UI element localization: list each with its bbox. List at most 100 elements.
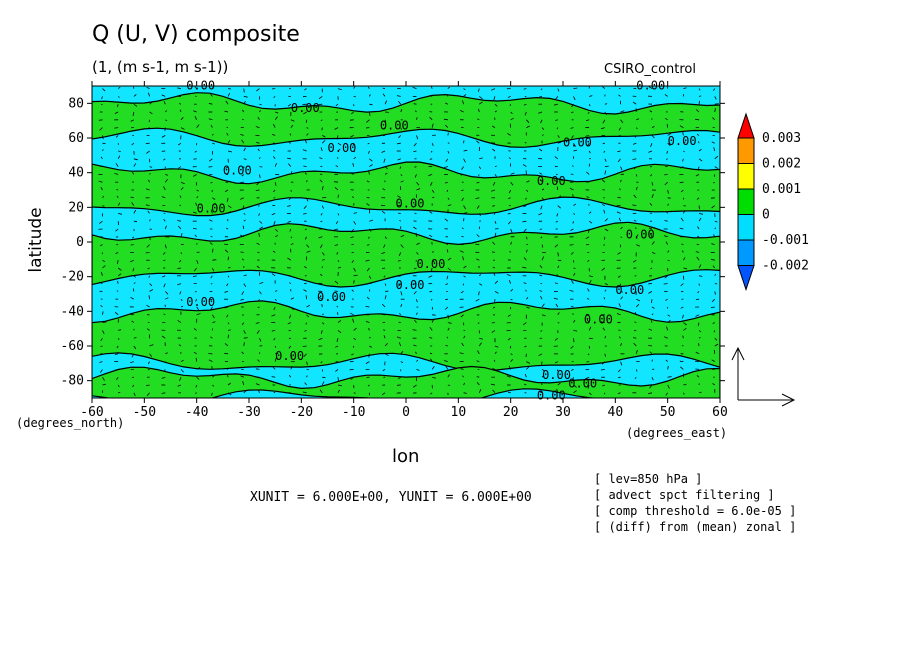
contour-label: 0.00 [291,101,320,115]
vector-arrow [620,166,623,171]
vector-arrow [697,235,700,238]
x-tick-label: 60 [712,405,728,420]
vector-arrow [510,298,513,301]
vector-arrow [335,345,339,348]
vector-arrow [133,337,137,339]
vector-arrow [287,157,291,160]
vector-arrow [304,236,307,240]
vector-arrow [117,155,121,159]
vector-arrow [525,236,528,240]
vector-arrow [713,181,715,184]
vector-arrow [400,127,402,130]
vector-arrow [618,127,621,131]
vector-arrow [161,94,166,97]
vector-arrow [196,313,201,316]
vector-arrow [539,290,543,292]
vector-arrow [193,267,197,272]
vector-arrow [479,157,483,160]
vector-arrow [573,338,575,343]
vector-arrow [491,330,496,333]
contour-label: 0.00 [197,202,226,216]
vector-arrow [225,166,229,169]
vector-arrow [117,273,122,277]
vector-arrow [149,101,153,105]
vector-arrow [306,127,309,129]
vector-arrow [541,314,546,317]
vector-arrow [304,382,307,386]
vector-arrow [102,376,105,381]
vector-arrow [463,335,466,339]
vector-arrow [287,103,292,107]
vector-arrow [412,86,417,89]
vector-arrow [603,244,606,246]
note-threshold: [ comp threshold = 6.0e-05 ] [594,504,797,518]
vector-arrow [227,139,231,144]
colorbar-label: -0.001 [762,233,809,248]
vector-arrow [604,103,608,105]
vector-arrow [193,228,197,230]
vector-arrow [602,179,606,183]
vector-arrow [398,100,402,105]
vector-arrow [208,359,213,362]
y-tick-label: -80 [61,374,84,389]
vector-arrow [366,267,370,272]
vector-arrow [337,312,339,315]
vector-arrow [431,143,434,147]
vector-arrow [540,236,543,239]
vector-arrow [491,189,496,192]
vector-arrow [447,327,450,331]
vector-arrow [541,244,544,248]
vector-arrow [713,234,716,237]
vector-arrow [242,381,245,386]
vector-arrow [510,288,514,292]
vector-arrow [162,275,166,278]
vector-arrow [116,345,119,349]
vector-arrow [463,382,466,386]
vector-arrow [337,320,342,323]
vector-arrow [541,127,545,131]
vector-arrow [271,314,276,317]
vector-arrow [383,244,386,248]
vector-arrow [589,275,594,278]
vector-arrow [146,304,150,308]
vector-arrow [337,259,340,263]
contour-label: 0.00 [416,257,445,271]
vector-arrow [665,359,668,362]
vector-arrow [526,306,530,309]
vector-arrow [305,322,307,325]
vector-arrow [447,132,449,136]
vector-arrow [367,384,370,387]
vector-arrow [243,158,247,160]
vector-arrow [288,345,292,349]
vector-arrow [397,158,401,161]
vector-arrow [573,384,577,388]
vector-arrow [509,104,512,107]
contour-label: 0.00 [626,228,655,242]
vector-arrow [196,367,201,370]
vector-arrow [602,327,606,331]
vector-arrow [178,259,182,263]
vector-arrow [416,181,420,186]
vector-arrow [620,361,623,366]
vector-arrow [477,322,480,325]
vector-arrow [665,298,668,301]
vector-arrow [147,179,150,183]
vector-arrow [603,392,606,395]
vector-arrow [648,227,653,230]
vector-arrow [384,295,387,300]
vector-arrow [651,126,655,128]
vector-arrow [635,174,638,177]
vector-arrow [100,337,103,342]
vector-arrow [510,181,514,186]
note-filtering: [ advect spct filtering ] [594,488,775,502]
vector-arrow [161,335,166,339]
vector-arrow [416,188,421,191]
vector-arrow [194,291,197,293]
vector-arrow [714,337,718,341]
vector-arrow [146,384,150,387]
vector-arrow [416,359,419,362]
vector-arrow [163,218,166,222]
vector-arrow [366,180,370,183]
vector-arrow [114,311,119,316]
vector-arrow [227,329,231,331]
